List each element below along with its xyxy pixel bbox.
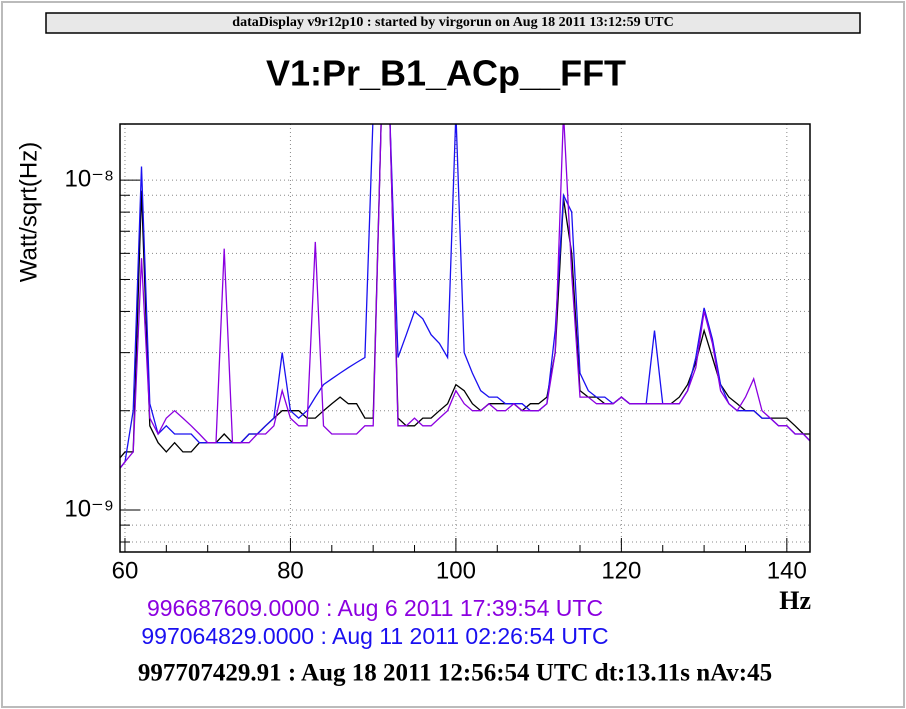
chart-title: V1:Pr_B1_ACp__FFT — [266, 53, 626, 94]
x-tick-label: 120 — [601, 557, 641, 584]
y-tick-label: 10⁻⁹ — [64, 495, 114, 522]
y-axis-label: Watt/sqrt(Hz) — [15, 142, 42, 282]
legend-entry: 997064829.0000 : Aug 11 2011 02:26:54 UT… — [141, 623, 608, 649]
header-box — [45, 12, 861, 34]
x-tick-label: 100 — [436, 557, 476, 584]
plot-lines — [120, 124, 810, 470]
y-tick-label: 10⁻⁸ — [65, 166, 115, 193]
legend-entry: 996687609.0000 : Aug 6 2011 17:39:54 UTC — [147, 595, 603, 621]
header: dataDisplay v9r12p10 : started by virgor… — [232, 15, 673, 30]
plot-frame — [119, 123, 811, 553]
x-tick-label: 60 — [112, 557, 139, 584]
x-tick-label: 80 — [277, 557, 304, 584]
legend-entry: 997707429.91 : Aug 18 2011 12:56:54 UTC … — [138, 660, 772, 687]
series-line — [120, 124, 810, 470]
x-tick-label: 140 — [767, 557, 807, 584]
x-axis-label: Hz — [779, 586, 811, 615]
